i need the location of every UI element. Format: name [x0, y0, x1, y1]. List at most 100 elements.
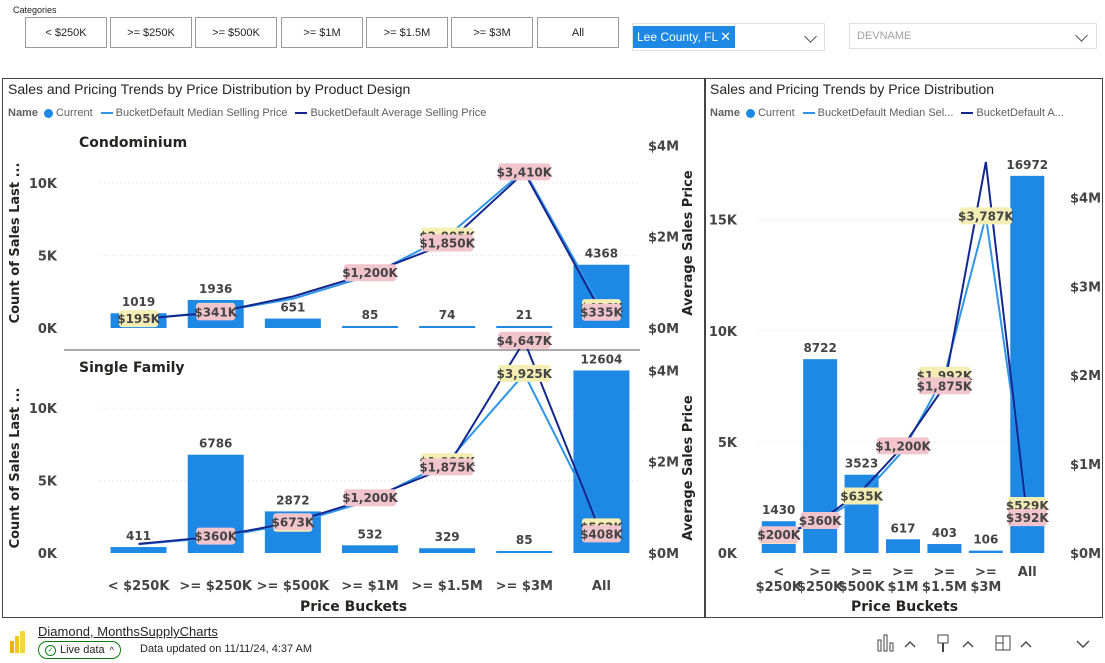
bar-value-label: 403: [932, 526, 957, 540]
average-data-label-bg: [1007, 509, 1047, 527]
live-check-icon: ✓: [45, 644, 56, 656]
x-tick-label: >=: [934, 565, 956, 580]
y2-tick-label: $0M: [648, 547, 679, 562]
average-data-label-bg: [800, 512, 840, 529]
right-chart-panel: Sales and Pricing Trends by Price Distri…: [705, 78, 1103, 618]
category-button-all[interactable]: All: [537, 17, 619, 48]
y2-tick-label: $2M: [648, 231, 679, 246]
x-tick-label: >= $1M: [341, 579, 398, 594]
left-panel-title: Sales and Pricing Trends by Price Distri…: [8, 81, 411, 97]
close-icon[interactable]: ✕: [720, 29, 732, 44]
y2-tick-label: $1M: [1070, 458, 1101, 473]
bar-value-label: 74: [439, 308, 456, 322]
average-data-label-bg: [876, 437, 930, 455]
charts-svg: Price Buckets Price Buckets 0K 5K 10K $0M $2…: [8, 135, 1101, 615]
median-data-label: $3,787K: [958, 209, 1014, 223]
bar--3m: [496, 326, 553, 328]
bar-value-label: 106: [973, 533, 998, 547]
x-tick-label: $250K: [797, 580, 844, 595]
y2-axis-title: Average Sales Price: [681, 395, 696, 540]
category-button-under-250k[interactable]: < $250K: [25, 17, 107, 48]
category-button-1m[interactable]: >= $1M: [281, 17, 363, 48]
y2-tick-label: $4M: [648, 364, 679, 379]
subchart-title: Condominium: [79, 135, 187, 151]
legend-median[interactable]: BucketDefault Median Sel...: [817, 107, 954, 119]
average-data-label: $3,410K: [496, 165, 552, 179]
paint-brush-icon[interactable]: [937, 634, 949, 652]
live-data-label: Live data: [60, 644, 105, 656]
y-tick-label: 0K: [718, 547, 738, 562]
powerbi-logo-icon: [10, 631, 26, 653]
median-price-line: [138, 168, 603, 321]
county-chip-label: Lee County, FL: [637, 30, 719, 44]
average-data-label-bg: [421, 458, 474, 476]
bar--250k: [110, 547, 167, 553]
legend-median[interactable]: BucketDefault Median Selling Price: [115, 107, 288, 119]
category-button-3m[interactable]: >= $3M: [451, 17, 533, 48]
subchart-title: Single Family: [79, 360, 185, 376]
x-tick-label: >= $3M: [496, 579, 553, 594]
average-data-label: $1,875K: [917, 379, 973, 393]
x-tick-label: < $250K: [108, 579, 171, 594]
devname-dropdown[interactable]: DEVNAME: [849, 23, 1097, 49]
y-tick-label: 10K: [29, 177, 58, 192]
y2-tick-label: $0M: [1070, 547, 1101, 562]
county-chip[interactable]: Lee County, FL ✕: [633, 26, 736, 48]
legend-current[interactable]: Current: [757, 107, 795, 119]
average-data-label-bg: [421, 234, 474, 252]
legend-name-label: Name: [710, 107, 740, 119]
bar-value-label: 85: [516, 533, 533, 547]
category-button-250k[interactable]: >= $250K: [110, 17, 192, 48]
y-axis-title: Count of Sales Last ...: [8, 163, 23, 324]
y-tick-label: 10K: [709, 325, 738, 340]
average-data-label: $4,647K: [496, 334, 552, 348]
page-layout-icon[interactable]: [995, 635, 1011, 651]
bar-all: [1010, 175, 1045, 553]
legend-current[interactable]: Current: [55, 107, 93, 119]
average-data-label-bg: [196, 527, 236, 545]
left-x-axis-title: Price Buckets: [300, 599, 407, 615]
county-dropdown[interactable]: Lee County, FL ✕: [632, 23, 825, 51]
bar-value-label: 12604: [581, 352, 623, 366]
legend-median-marker: [802, 112, 815, 114]
bar-value-label: 1430: [762, 503, 795, 517]
median-data-label-bg: [498, 364, 551, 382]
average-data-label: $341K: [194, 305, 237, 319]
right-legend: Name Current BucketDefault Median Sel...…: [710, 107, 1064, 119]
bar-value-label: 8722: [803, 341, 836, 355]
category-button-500k[interactable]: >= $500K: [195, 17, 277, 48]
chevron-up-icon[interactable]: [962, 641, 974, 648]
y-tick-label: 5K: [38, 475, 58, 490]
average-data-label: $360K: [799, 514, 842, 528]
median-data-label-bg: [959, 207, 1012, 225]
average-data-label: $1,875K: [419, 460, 475, 474]
median-data-label: $195K: [117, 312, 160, 326]
legend-average[interactable]: BucketDefault Average Selling Price: [310, 107, 487, 119]
bar--3m: [496, 551, 553, 553]
x-tick-label: $1.5M: [922, 580, 967, 595]
category-button-1-5m[interactable]: >= $1.5M: [366, 17, 448, 48]
chevron-up-icon[interactable]: [1020, 641, 1032, 648]
bar--3m: [968, 550, 1003, 553]
chevron-down-icon[interactable]: [1076, 640, 1090, 648]
live-data-badge[interactable]: ✓ Live data ^: [38, 641, 121, 659]
average-data-label-bg: [581, 303, 621, 321]
bar-value-label: 4368: [585, 247, 618, 261]
y2-tick-label: $4M: [1070, 191, 1101, 206]
x-tick-label: $3M: [970, 580, 1001, 595]
report-name-link[interactable]: Diamond, MonthsSupplyCharts: [38, 624, 218, 639]
chevron-up-icon[interactable]: [904, 641, 916, 648]
average-data-label-bg: [343, 264, 397, 282]
bar-value-label: 1019: [122, 295, 155, 309]
bar-value-label: 329: [435, 530, 460, 544]
visual-chart-icon[interactable]: [877, 634, 894, 652]
x-tick-label: >=: [892, 565, 914, 580]
bar-value-label: 1936: [199, 282, 232, 296]
average-data-label-bg: [273, 513, 313, 531]
bar--1m: [886, 539, 920, 553]
average-data-label-bg: [343, 489, 397, 507]
legend-current-marker: [43, 108, 53, 118]
average-data-label-bg: [196, 303, 236, 321]
bar--500k: [264, 318, 321, 328]
legend-average[interactable]: BucketDefault A...: [976, 107, 1064, 119]
